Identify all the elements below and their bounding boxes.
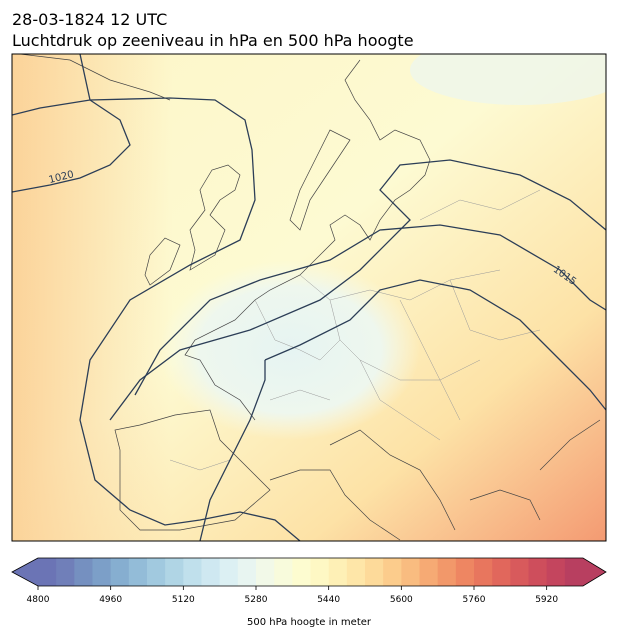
map: 1020 1015 [12, 54, 606, 541]
colorbar-segment [74, 558, 93, 586]
isobar [12, 54, 131, 193]
isobar [199, 360, 266, 541]
isobar [264, 279, 606, 411]
colorbar-segment [328, 558, 348, 586]
colorbar-segment [219, 558, 239, 586]
colorbar-tick-label: 4800 [27, 595, 50, 605]
colorbar-tick-label: 5120 [172, 595, 195, 605]
colorbar-tick-label: 5760 [463, 595, 486, 605]
colorbar-segment [147, 558, 166, 586]
colorbar-segment [564, 558, 584, 586]
colorbar-segment [237, 558, 257, 586]
colorbar-segment [92, 558, 112, 586]
colorbar-segment [419, 558, 439, 586]
map-shade [12, 54, 172, 541]
colorbar-extend [12, 558, 38, 586]
colorbar-segment [128, 558, 148, 586]
map-frame [11, 53, 607, 542]
colorbar-extend [583, 558, 606, 586]
isobar [12, 97, 301, 541]
colorbar-tick-label: 4960 [99, 595, 122, 605]
colorbar-segment [38, 558, 57, 586]
colorbar-segment [492, 558, 511, 586]
colorbar-label: 500 hPa hoogte in meter [247, 617, 372, 628]
colorbar-segment [310, 558, 330, 586]
colorbar-segment [256, 558, 275, 586]
colorbar-segment [165, 558, 184, 586]
isobar [134, 224, 606, 396]
colorbar-segment [510, 558, 529, 586]
colorbar-segment [437, 558, 457, 586]
colorbar-tick-label: 5920 [535, 595, 558, 605]
colorbar-tick-label: 5600 [390, 595, 413, 605]
country-border [169, 189, 541, 471]
colorbar-segment [383, 558, 402, 586]
colorbar-segment [274, 558, 293, 586]
colorbar-segment [56, 558, 75, 586]
colorbar-segment [546, 558, 566, 586]
colorbar-segment [365, 558, 384, 586]
subtitle: Luchtdruk op zeeniveau in hPa en 500 hPa… [12, 31, 414, 50]
colorbar-segment [528, 558, 548, 586]
map-low [410, 54, 606, 105]
colorbar-segment [455, 558, 475, 586]
colorbar-segment [201, 558, 221, 586]
colorbar-tick-label: 5280 [245, 595, 268, 605]
colorbar-segment [110, 558, 130, 586]
colorbar-frame [11, 557, 607, 587]
colorbar-tick-label: 5440 [317, 595, 340, 605]
colorbar-segment [183, 558, 202, 586]
colorbar-segment [292, 558, 311, 586]
colorbar-segment [474, 558, 493, 586]
coastline [19, 54, 601, 541]
colorbar-segment [401, 558, 420, 586]
map-low [160, 260, 420, 440]
colorbar: 4800 4960 5120 5280 5440 5600 5760 5920 [11, 557, 607, 605]
isobar [109, 159, 606, 421]
title: 28-03-1824 12 UTC [12, 10, 167, 29]
colorbar-segment [346, 558, 366, 586]
